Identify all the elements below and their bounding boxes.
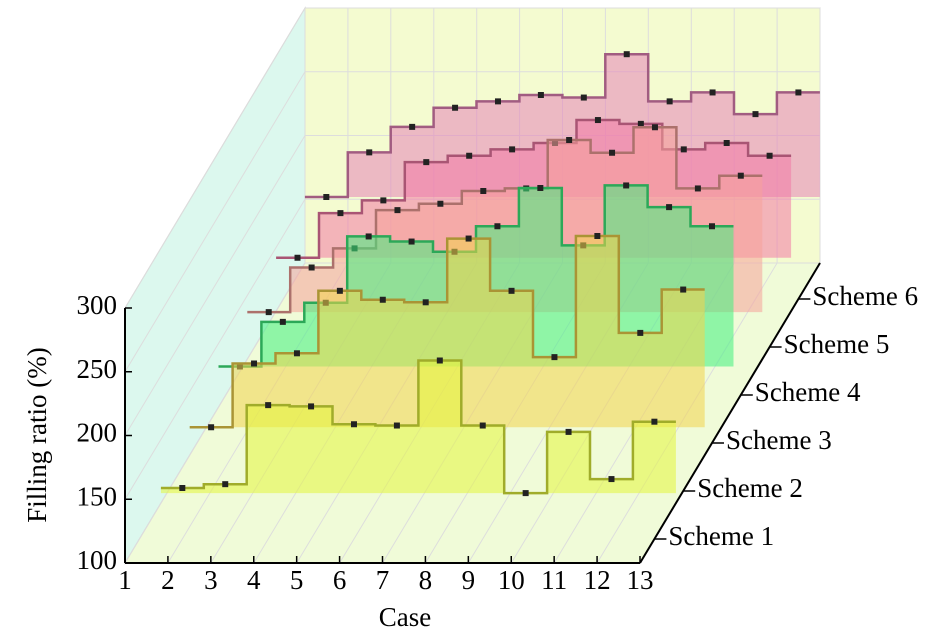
series-line (276, 118, 792, 260)
data-point (222, 481, 229, 488)
data-point (179, 485, 186, 491)
data-point (537, 92, 544, 98)
data-point (350, 421, 357, 428)
data-point (422, 299, 429, 306)
data-point (279, 318, 286, 325)
data-point (680, 146, 687, 153)
series-line (160, 359, 676, 495)
data-point (265, 309, 272, 316)
data-point (337, 210, 344, 217)
series-line (247, 125, 763, 314)
data-point (551, 354, 558, 361)
data-point (723, 140, 730, 146)
legend-label: Scheme 5 (784, 329, 890, 359)
y-tick-label: 300 (77, 290, 118, 320)
data-point (637, 329, 644, 336)
data-point (437, 200, 444, 207)
data-point (393, 422, 400, 429)
data-point (365, 233, 372, 240)
data-point (580, 94, 587, 101)
data-point (323, 194, 330, 200)
data-point (408, 238, 415, 245)
data-point (423, 159, 430, 166)
y-axis-label: Filling ratio (%) (22, 347, 52, 522)
data-point (565, 428, 572, 435)
data-point (394, 207, 401, 214)
data-point (466, 152, 473, 159)
legend-label: Scheme 3 (726, 425, 832, 455)
data-point (752, 111, 759, 118)
x-tick-label: 3 (204, 565, 218, 595)
data-point (666, 204, 673, 211)
data-point (666, 98, 673, 105)
x-axis-label: Case (379, 602, 432, 632)
data-point (480, 188, 487, 194)
x-tick-label: 2 (161, 565, 175, 595)
data-point (594, 233, 601, 239)
data-point (737, 172, 744, 179)
y-tick-label: 150 (77, 481, 118, 511)
data-point (251, 360, 258, 367)
data-point (308, 403, 315, 410)
x-tick-label: 4 (247, 565, 261, 595)
data-point (366, 149, 373, 156)
data-point (465, 235, 472, 242)
data-point (265, 402, 272, 409)
data-point (294, 254, 301, 261)
data-point (494, 98, 501, 105)
x-tick-label: 9 (462, 565, 476, 595)
data-point (509, 146, 516, 153)
data-point (594, 117, 601, 124)
data-point (609, 149, 616, 156)
data-point (637, 120, 644, 127)
x-tick-label: 13 (627, 565, 654, 595)
y-tick-label: 200 (77, 418, 118, 448)
data-point (623, 182, 630, 189)
data-point (522, 490, 529, 497)
data-point (208, 424, 215, 431)
data-point (766, 152, 773, 159)
z-axis (639, 262, 821, 564)
x-tick-label: 8 (419, 565, 433, 595)
data-point (623, 51, 630, 58)
data-point (537, 185, 544, 191)
data-point (380, 197, 387, 204)
data-point (651, 124, 658, 131)
data-point (336, 287, 343, 294)
y-tick-label: 250 (77, 354, 118, 384)
legend-label: Scheme 1 (668, 521, 774, 551)
data-point (479, 422, 486, 429)
data-point (709, 89, 716, 96)
data-point (795, 89, 802, 96)
y-tick-label: 100 (77, 545, 118, 575)
x-tick-label: 10 (498, 565, 525, 595)
series-line (189, 234, 705, 429)
data-point (508, 287, 515, 294)
x-tick-label: 7 (376, 565, 390, 595)
legend-label: Scheme 2 (697, 473, 803, 503)
data-point (436, 357, 443, 364)
data-point (651, 418, 658, 425)
series-line (304, 52, 820, 199)
data-point (694, 185, 701, 192)
data-point (308, 264, 315, 271)
x-tick-label: 1 (118, 565, 132, 595)
data-point (680, 286, 687, 293)
data-point (409, 123, 416, 130)
data-point (608, 476, 615, 483)
x-tick-label: 5 (290, 565, 304, 595)
data-point (566, 137, 573, 143)
x-tick-label: 12 (584, 565, 611, 595)
data-point (494, 223, 501, 230)
data-point (452, 104, 459, 111)
data-point (709, 223, 715, 230)
data-point (379, 296, 386, 303)
grid-line (124, 7, 820, 309)
legend-label: Scheme 6 (812, 281, 918, 311)
x-tick-label: 11 (541, 565, 567, 595)
legend-label: Scheme 4 (755, 377, 861, 407)
x-tick-label: 6 (333, 565, 347, 595)
data-point (293, 350, 300, 357)
